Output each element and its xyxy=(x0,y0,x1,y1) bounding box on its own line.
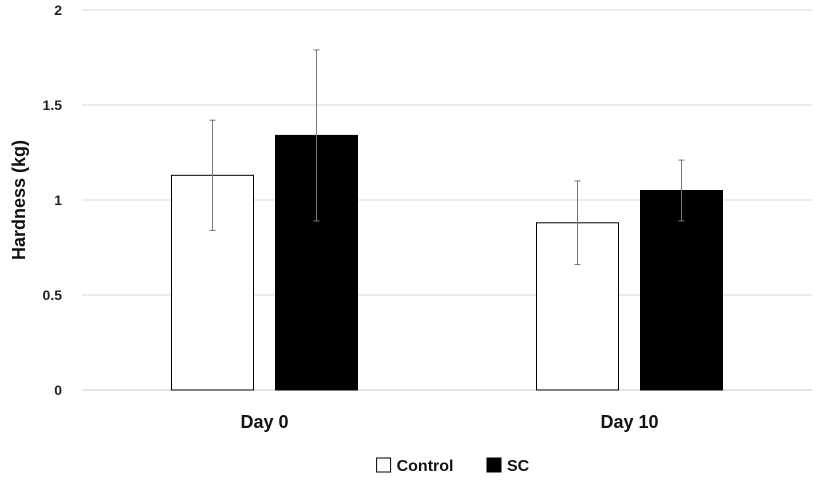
legend-label-sc: SC xyxy=(507,458,530,475)
error-bars xyxy=(209,49,685,266)
y-tick-label: 1.5 xyxy=(43,97,63,113)
x-category-label: Day 0 xyxy=(240,412,288,432)
y-tick-label: 0 xyxy=(54,382,62,398)
legend-label-control: Control xyxy=(397,458,454,475)
x-category-label: Day 10 xyxy=(600,412,658,432)
legend-swatch-sc xyxy=(486,457,502,473)
bars xyxy=(171,134,723,391)
y-axis-ticks: 0 0.5 1 1.5 2 xyxy=(43,2,63,398)
y-tick-label: 0.5 xyxy=(43,287,63,303)
y-axis-label: Hardness (kg) xyxy=(9,140,29,260)
y-tick-label: 1 xyxy=(54,192,62,208)
bar-sc-day-0 xyxy=(275,134,358,391)
y-tick-label: 2 xyxy=(54,2,62,18)
legend-swatch-control xyxy=(376,457,392,473)
legend: Control SC xyxy=(376,457,530,475)
x-axis-categories: Day 0 Day 10 xyxy=(240,412,658,432)
